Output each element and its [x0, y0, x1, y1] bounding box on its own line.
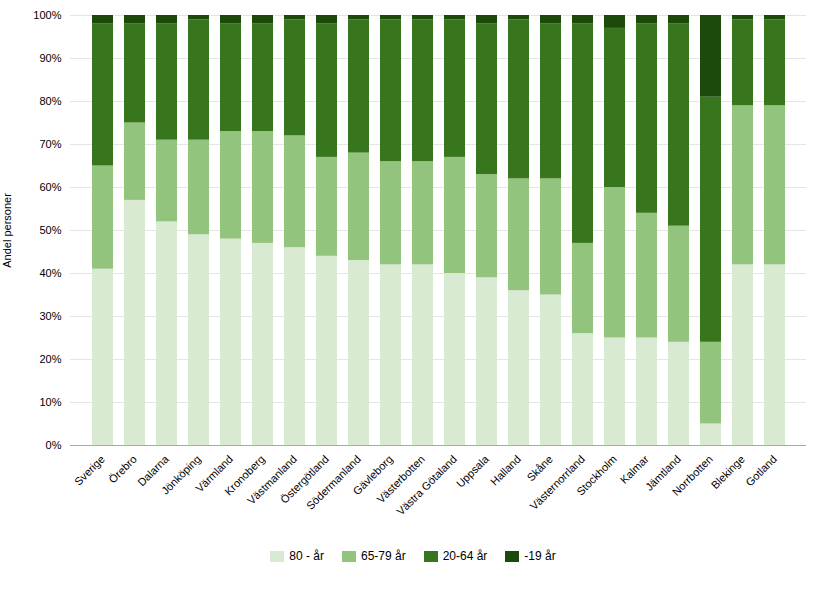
html-text:20-64 år: 20-64 år	[442, 549, 488, 563]
svg-text:Värmland: Värmland	[193, 452, 235, 495]
svg-text:50%: 50%	[39, 224, 61, 236]
svg-text:Uppsala: Uppsala	[454, 452, 492, 490]
svg-text:60%: 60%	[39, 181, 61, 193]
svg-text:100%: 100%	[33, 9, 61, 21]
svg-text:Kronoberg: Kronoberg	[222, 452, 267, 498]
svg-text:Norrbotten: Norrbotten	[670, 453, 715, 498]
svg-text:Jönköping: Jönköping	[159, 452, 203, 497]
svg-text:Sverige: Sverige	[72, 453, 107, 488]
svg-text:Dalarna: Dalarna	[135, 452, 171, 489]
svg-text:10%: 10%	[39, 396, 61, 408]
svg-text:Örebro: Örebro	[106, 453, 139, 486]
html-text:80 - år: 80 - år	[289, 549, 324, 563]
svg-text:Västmanland: Västmanland	[245, 452, 299, 507]
svg-text:30%: 30%	[39, 310, 61, 322]
svg-text:Västernorrland: Västernorrland	[527, 453, 587, 513]
svg-text:Halland: Halland	[488, 453, 523, 488]
svg-text:Kalmar: Kalmar	[617, 452, 651, 486]
svg-text:90%: 90%	[39, 52, 61, 64]
svg-text:Andel personer: Andel personer	[1, 193, 13, 268]
html-text:65-79 år: 65-79 år	[361, 549, 406, 563]
svg-text:Blekinge: Blekinge	[709, 453, 747, 491]
svg-text:Jämtland: Jämtland	[642, 452, 683, 493]
svg-text:0%: 0%	[46, 439, 62, 451]
svg-text:Gotland: Gotland	[743, 453, 779, 489]
html-text:-19 år: -19 år	[524, 549, 556, 563]
svg-text:70%: 70%	[39, 138, 61, 150]
svg-text:Västerbotten: Västerbotten	[374, 452, 427, 506]
svg-text:Västra Götaland: Västra Götaland	[394, 453, 459, 518]
svg-text:80%: 80%	[39, 95, 61, 107]
svg-text:Stockholm: Stockholm	[574, 453, 619, 498]
svg-text:Skåne: Skåne	[524, 453, 555, 484]
svg-text:Östergötland: Östergötland	[277, 452, 331, 506]
svg-text:20%: 20%	[39, 353, 61, 365]
svg-text:Gävleborg: Gävleborg	[350, 452, 395, 498]
svg-text:40%: 40%	[39, 267, 61, 279]
svg-text:Södermanland: Södermanland	[304, 453, 363, 512]
